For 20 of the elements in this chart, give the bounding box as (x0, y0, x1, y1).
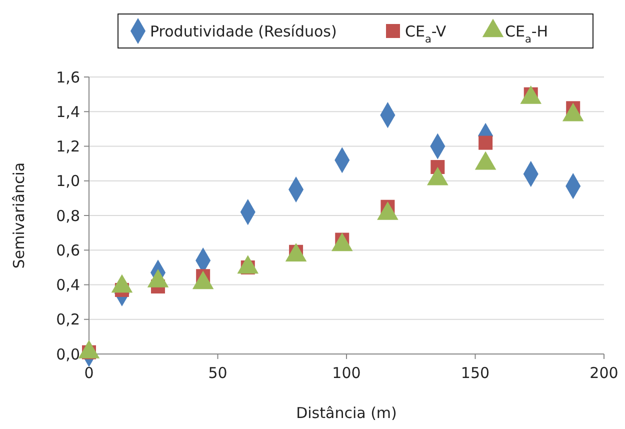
x-tick-label: 150 (460, 364, 490, 382)
y-tick-label: 0,4 (56, 276, 80, 294)
x-tick-label: 50 (208, 364, 228, 382)
y-tick-label: 0,0 (56, 345, 80, 364)
legend-label: CE$_{a}$-V (405, 22, 447, 46)
x-tick-label: 100 (332, 364, 361, 382)
y-tick-label: 1,4 (56, 102, 80, 121)
y-tick-label: 1,6 (56, 68, 80, 86)
x-axis-title: Distância (m) (296, 404, 397, 422)
y-tick-label: 0,6 (56, 241, 80, 260)
y-tick-label: 0,8 (56, 206, 80, 225)
x-tick-label: 200 (590, 364, 618, 382)
y-tick-label: 1,0 (56, 172, 80, 190)
y-axis-title: Semivariância (10, 162, 28, 269)
legend-label: Produtividade (Resíduos) (150, 22, 337, 40)
point (478, 136, 493, 150)
x-tick-label: 0 (84, 364, 94, 382)
y-tick-label: 1,2 (56, 138, 80, 156)
y-tick-label: 0,2 (56, 310, 80, 329)
legend-label: CE$_{a}$-H (505, 22, 548, 46)
